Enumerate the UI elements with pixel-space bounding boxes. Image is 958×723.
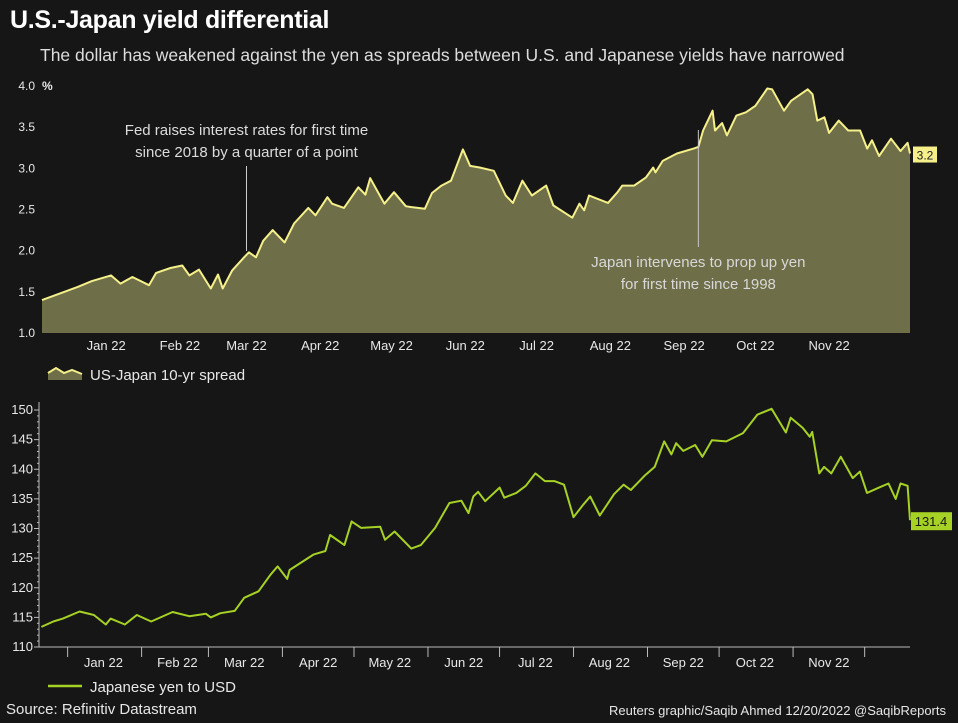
x-tick-label: Feb 22 [160, 338, 200, 353]
y-tick-label: 1.0 [18, 326, 35, 340]
x-tick-label: Oct 22 [736, 338, 774, 353]
end-value-label: 3.2 [917, 149, 934, 163]
y-unit-label: % [42, 79, 53, 93]
y-tick-label: 1.5 [18, 285, 35, 299]
spread-chart: 1.0 1.5 2.0 2.5 3.0 3.5 4.0 % Jan 22 Feb 22 Mar 22… [18, 79, 937, 384]
x-tick-label: Jan 22 [87, 338, 126, 353]
y-tick-label: 150 [11, 402, 33, 417]
yen-chart: 110 115 120 125 130 135 140 145 150 Jan 22 Feb 22 M… [11, 402, 952, 696]
y-tick-label: 115 [12, 609, 33, 624]
x-tick-label: Nov 22 [808, 655, 849, 670]
y-tick-label: 3.5 [18, 120, 35, 134]
y-tick-label: 135 [11, 491, 33, 506]
x-tick-label: Feb 22 [157, 655, 197, 670]
y-tick-label: 140 [11, 461, 33, 476]
x-tick-label: Sep 22 [663, 655, 704, 670]
annotation-text: Fed raises interest rates for first time [125, 122, 368, 139]
x-tick-label: Apr 22 [299, 655, 337, 670]
y-tick-label: 2.0 [18, 244, 35, 258]
legend-swatch-line [47, 366, 83, 375]
y-tick-label: 130 [11, 521, 33, 536]
spread-line [41, 87, 911, 302]
x-tick-label: Mar 22 [224, 655, 264, 670]
credit-note: Reuters graphic/Saqib Ahmed 12/20/2022 @… [609, 703, 946, 718]
end-value-label: 131.4 [915, 514, 948, 529]
x-tick-label: Jan 22 [84, 655, 123, 670]
x-tick-label: Oct 22 [736, 655, 774, 670]
x-tick-label: Apr 22 [301, 338, 339, 353]
annotation-text: for first time since 1998 [621, 276, 776, 293]
end-value-box [911, 512, 952, 531]
x-tick-label: Jul 22 [519, 338, 554, 353]
source-note: Source: Refinitiv Datastream [6, 701, 197, 718]
x-tick-label: May 22 [368, 655, 411, 670]
x-tick-label: Jul 22 [518, 655, 553, 670]
legend-label: US-Japan 10-yr spread [90, 367, 245, 384]
x-tick-label: Aug 22 [589, 655, 630, 670]
annotation-text: since 2018 by a quarter of a point [135, 144, 358, 161]
x-tick-label: Jun 22 [446, 338, 485, 353]
y-tick-label: 2.5 [18, 203, 35, 217]
x-tick-label: May 22 [370, 338, 413, 353]
x-tick-label: Mar 22 [226, 338, 266, 353]
chart-subtitle: The dollar has weakened against the yen … [40, 45, 845, 65]
y-tick-label: 120 [11, 580, 33, 595]
y-tick-label: 3.0 [18, 161, 35, 175]
legend-label: Japanese yen to USD [90, 679, 236, 696]
y-tick-label: 110 [12, 639, 33, 654]
y-tick-label: 125 [11, 550, 33, 565]
y-tick-label: 145 [11, 432, 33, 447]
annotation-text: Japan intervenes to prop up yen [591, 254, 805, 271]
y-tick-label: 4.0 [18, 79, 35, 93]
x-tick-label: Aug 22 [590, 338, 631, 353]
end-value-box [913, 146, 937, 163]
chart-title: U.S.-Japan yield differential [10, 6, 330, 34]
x-tick-label: Nov 22 [809, 338, 850, 353]
yen-line [40, 407, 911, 628]
x-tick-label: Jun 22 [444, 655, 483, 670]
x-tick-label: Sep 22 [663, 338, 704, 353]
